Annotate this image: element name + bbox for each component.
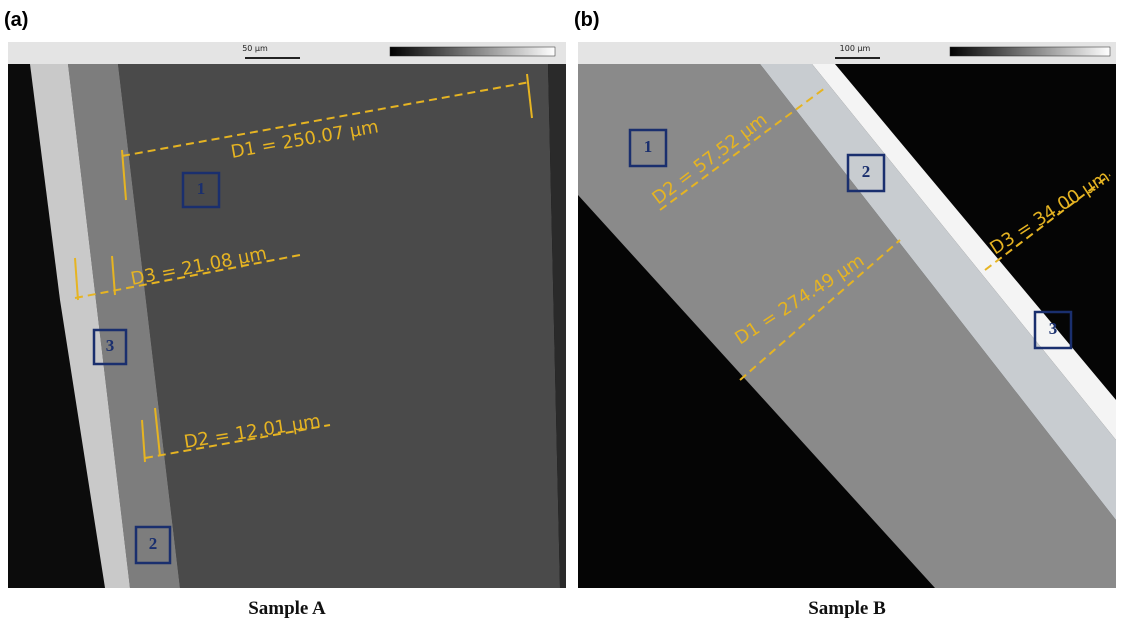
figure: (a) 50 µm D1 = 250.07 µm D3 = 21.08 µm D…	[0, 0, 1123, 626]
scale-text: 100 µm	[840, 44, 871, 53]
intensity-bar	[390, 47, 555, 56]
region-label: 1	[644, 137, 653, 156]
region-label: 3	[1049, 319, 1058, 338]
region-label: 2	[149, 534, 158, 553]
panel-label: (a)	[4, 9, 28, 31]
panel-label: (b)	[574, 9, 600, 31]
region-label: 1	[197, 179, 206, 198]
scale-text: 50 µm	[242, 44, 268, 53]
intensity-bar	[950, 47, 1110, 56]
region-label: 3	[106, 336, 115, 355]
caption: Sample B	[808, 598, 886, 619]
region-label: 2	[862, 162, 871, 181]
caption: Sample A	[248, 598, 326, 619]
